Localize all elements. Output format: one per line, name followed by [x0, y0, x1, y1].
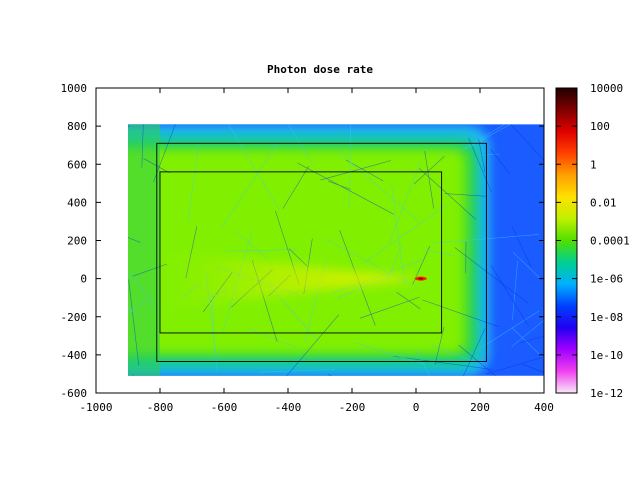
scatter-streak — [228, 124, 281, 211]
colorbar: 10000 100 1 0.01 0.0001 1e-06 1e-08 1e-10 1e-12 — [555, 82, 630, 400]
scatter-streak — [128, 355, 129, 358]
x-tick-label: -1000 — [79, 401, 112, 414]
scatter-streak — [454, 247, 529, 304]
y-tick-label: 800 — [67, 120, 87, 133]
chart-title: Photon dose rate — [267, 63, 373, 76]
scatter-streak — [355, 342, 426, 365]
scatter-streak — [460, 124, 506, 151]
scatter-streak — [359, 296, 420, 319]
y-tick-label: -200 — [61, 311, 88, 324]
y-tick-label: 200 — [67, 235, 87, 248]
left-edge-band — [128, 124, 160, 376]
colorbar-tick-label: 0.01 — [590, 196, 617, 209]
scatter-streak — [287, 124, 315, 167]
x-tick-label: 200 — [470, 401, 490, 414]
scatter-streak — [327, 374, 332, 376]
scatter-streak — [511, 226, 532, 267]
scatter-streak — [512, 260, 518, 320]
scatter-streak — [153, 124, 176, 183]
y-tick-label: 400 — [67, 196, 87, 209]
scatter-streak — [444, 193, 487, 197]
inner-boundary-outline — [159, 171, 443, 334]
y-tick-label: 600 — [67, 158, 87, 171]
scatter-streak — [149, 124, 151, 125]
scatter-streak — [396, 291, 421, 310]
scatter-streak — [478, 138, 486, 173]
scatter-streak — [282, 165, 310, 209]
scatter-streak — [128, 270, 156, 308]
scatter-streak — [235, 230, 267, 259]
x-tick-label: 400 — [534, 401, 554, 414]
scatter-streak — [327, 180, 351, 190]
scatter-streak — [128, 125, 130, 128]
scatter-streak — [349, 124, 351, 208]
scatter-streak — [288, 248, 308, 267]
scatter-streak — [248, 328, 297, 348]
scatter-streak — [458, 344, 496, 376]
scatter-streak — [141, 124, 144, 168]
colorbar-tick-label: 1e-08 — [590, 311, 623, 324]
scatter-streak — [486, 356, 544, 375]
scatter-streak — [320, 160, 392, 181]
scatter-streak — [510, 124, 544, 161]
scatter-streak — [415, 350, 431, 376]
colorbar-tick-label: 1e-12 — [590, 387, 623, 400]
heatmap-layers — [128, 124, 544, 376]
scatter-streak — [392, 355, 494, 370]
outer-boundary-outline — [156, 142, 487, 362]
x-axis: -1000 -800 -600 -400 -200 0 200 400 — [79, 88, 554, 414]
scatter-streak — [434, 326, 445, 365]
y-axis: 1000 800 600 400 200 0 -200 -400 -600 — [61, 82, 544, 400]
scatter-streak — [221, 143, 278, 228]
colorbar-tick-label: 0.0001 — [590, 235, 630, 248]
scatter-streak — [463, 328, 486, 376]
scatter-streak — [490, 264, 529, 326]
scatter-streak — [128, 297, 151, 313]
scatter-streak — [511, 319, 544, 348]
colorbar-tick-label: 10000 — [590, 82, 623, 95]
y-tick-label: 1000 — [61, 82, 88, 95]
x-tick-label: -800 — [147, 401, 174, 414]
x-tick-label: -600 — [211, 401, 238, 414]
dose-heatmap — [95, 87, 545, 394]
beam-cone — [160, 250, 421, 310]
scatter-streak — [431, 344, 474, 362]
colorbar-tick-label: 1 — [590, 158, 597, 171]
colorbar-tick-label: 1e-10 — [590, 349, 623, 362]
scatter-streak — [413, 156, 445, 185]
colorbar-tick-label: 100 — [590, 120, 610, 133]
scatter-streak — [512, 252, 542, 280]
y-tick-label: 0 — [80, 273, 87, 286]
scatter-streak — [462, 124, 511, 151]
source-core — [418, 277, 424, 280]
x-tick-label: 0 — [413, 401, 420, 414]
scatter-streak — [470, 310, 540, 355]
scatter-streak — [338, 151, 420, 223]
scatter-streak — [128, 279, 140, 366]
scatter-streak — [479, 153, 501, 156]
scatter-streak — [424, 151, 435, 209]
scatter-streak — [364, 204, 448, 264]
y-tick-label: -600 — [61, 387, 88, 400]
x-tick-label: -400 — [275, 401, 302, 414]
scatter-streak — [490, 148, 511, 175]
scatter-streak — [424, 249, 455, 256]
scatter-streak — [418, 168, 477, 220]
scatter-streak — [257, 369, 335, 373]
scatter-streak — [511, 327, 544, 360]
scatter-streak — [286, 314, 340, 376]
x-tick-label: -200 — [339, 401, 366, 414]
scatter-streak — [187, 143, 200, 222]
colorbar-tick-label: 1e-06 — [590, 273, 623, 286]
scatter-streak — [128, 237, 141, 243]
scatter-streak — [389, 161, 421, 243]
y-tick-label: -400 — [61, 349, 88, 362]
scatter-streak — [519, 335, 544, 344]
scatter-streak — [226, 248, 298, 252]
scatter-streak — [468, 137, 492, 193]
